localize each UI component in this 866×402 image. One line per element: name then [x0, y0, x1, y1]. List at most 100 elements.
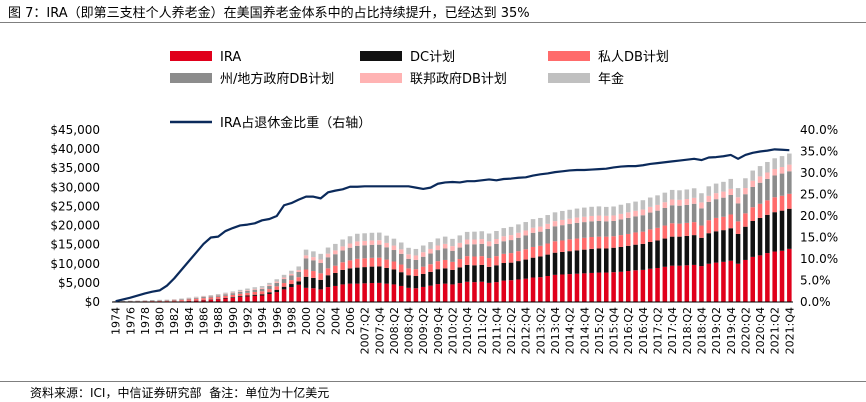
bar-ira-23 [281, 289, 287, 302]
bar-ira-48 [464, 281, 470, 302]
x-tick-label: 2013:Q2 [534, 307, 547, 354]
bar-db-19 [252, 291, 258, 295]
bar-dc-67 [604, 248, 609, 273]
bar-db-58 [538, 231, 543, 246]
bar-series-14 [215, 293, 221, 295]
bar-ira-59 [545, 276, 550, 302]
bar-series-47 [457, 235, 463, 243]
bar-db-51 [486, 246, 492, 259]
bar-dc-89 [765, 214, 770, 254]
bar-db-16 [230, 293, 236, 295]
bar-ira-37 [384, 283, 389, 302]
bar-db-29 [325, 257, 331, 269]
bar-db-31 [340, 262, 345, 270]
x-tick-label: 2012:Q4 [520, 307, 533, 354]
bar-series-33 [355, 233, 360, 242]
bar-db-30 [333, 250, 338, 255]
bar-db-15 [223, 294, 228, 296]
y2-tick-label: 30.0% [800, 166, 838, 180]
bar-db-21 [267, 286, 272, 290]
bar-series-56 [523, 222, 528, 231]
bar-db-70 [625, 217, 631, 234]
x-tick-label: 2014:Q4 [578, 307, 591, 354]
bar-ira-80 [699, 266, 704, 302]
bar-dc-91 [779, 210, 785, 251]
bar-dc-55 [516, 261, 521, 280]
x-tick-label: 2021:Q2 [769, 307, 782, 354]
x-tick-label: 2017:Q2 [652, 307, 665, 354]
bar-db-53 [501, 253, 507, 264]
bar-db-47 [457, 242, 463, 248]
legend-label: DC计划 [410, 50, 455, 65]
bar-dc-84 [728, 228, 734, 261]
bar-series-78 [684, 189, 690, 200]
bar-series-72 [640, 200, 646, 210]
bar-dc-22 [274, 289, 280, 293]
bar-dc-82 [713, 231, 719, 263]
bar-ira-73 [647, 268, 653, 302]
bar-series-57 [530, 219, 536, 228]
bar-db-57 [530, 232, 536, 247]
bar-db-58 [538, 245, 543, 257]
bar-db-85 [735, 221, 741, 234]
bar-series-12 [201, 295, 206, 297]
bar-db-38 [391, 245, 397, 251]
bar-dc-48 [464, 264, 470, 282]
bar-ira-90 [772, 251, 777, 302]
bar-dc-87 [750, 220, 755, 257]
bar-series-46 [450, 238, 455, 247]
bar-ira-79 [691, 264, 697, 302]
bar-series-51 [486, 233, 492, 242]
bar-db-41 [413, 255, 419, 260]
y-tick-label: $30,000 [50, 180, 100, 194]
bar-db-80 [699, 202, 704, 209]
bar-db-57 [530, 227, 536, 233]
bar-dc-75 [662, 238, 668, 267]
page-title: 图 7：IRA（即第三支柱个人养老金）在美国养老金体系中的占比持续提升，已经达到… [8, 6, 530, 21]
bar-series-61 [560, 210, 565, 220]
bar-dc-78 [684, 235, 690, 266]
y-tick-label: $40,000 [50, 142, 100, 156]
bar-db-38 [391, 261, 397, 270]
x-tick-label: 2018:Q4 [695, 307, 708, 354]
legend-swatch-5 [548, 73, 590, 83]
bar-db-84 [728, 188, 734, 195]
bar-db-59 [545, 223, 550, 229]
legend-swatch-2 [548, 51, 590, 61]
bar-ira-67 [604, 272, 609, 302]
bar-db-88 [757, 203, 763, 218]
bar-db-43 [428, 253, 433, 265]
legend-label: 州/地方政府DB计划 [220, 71, 334, 87]
bar-db-43 [428, 264, 433, 272]
bar-ira-22 [274, 292, 280, 302]
bar-db-92 [787, 171, 792, 194]
bar-dc-26 [303, 276, 309, 288]
bar-ira-45 [442, 283, 448, 302]
bar-db-25 [296, 277, 301, 282]
bar-series-15 [223, 292, 228, 294]
bar-dc-27 [311, 277, 316, 289]
bar-dc-17 [237, 296, 243, 298]
bar-db-88 [757, 176, 763, 183]
bar-db-21 [267, 289, 272, 293]
bar-series-62 [567, 209, 572, 219]
bar-dc-32 [347, 268, 353, 284]
bar-ira-38 [391, 284, 397, 302]
bar-dc-38 [391, 269, 397, 285]
bar-dc-23 [281, 286, 287, 290]
bar-series-43 [428, 242, 433, 249]
bar-ira-35 [369, 283, 375, 302]
bar-db-12 [201, 298, 206, 300]
bar-dc-88 [757, 217, 763, 256]
bar-db-26 [303, 269, 309, 277]
bar-series-35 [369, 232, 375, 241]
bar-db-75 [662, 225, 668, 239]
x-tick-label: 1976 [124, 307, 137, 335]
bar-db-48 [464, 239, 470, 245]
y2-tick-label: 15.0% [800, 231, 838, 245]
bar-db-60 [552, 241, 558, 253]
bar-db-62 [567, 224, 572, 240]
bar-ira-64 [582, 273, 587, 302]
y-tick-label: $25,000 [50, 199, 100, 213]
legend-label: 年金 [598, 71, 624, 87]
